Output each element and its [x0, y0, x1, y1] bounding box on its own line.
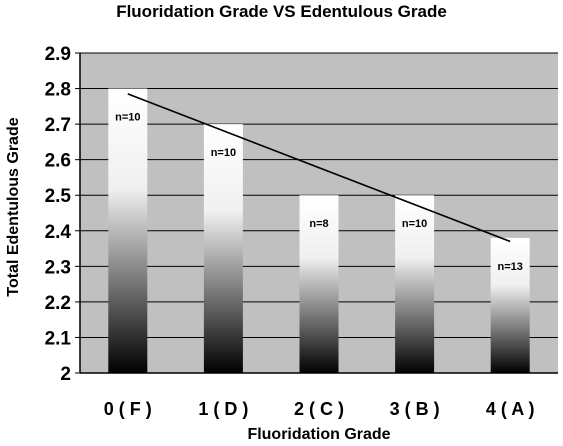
bar: [395, 195, 435, 373]
y-tick-label: 2.6: [45, 151, 71, 172]
y-tick-label: 2.4: [45, 222, 72, 243]
y-tick-label: 2.9: [45, 44, 71, 65]
bar: [490, 237, 530, 373]
bar: [299, 195, 339, 373]
y-tick-label: 2.3: [45, 257, 71, 278]
x-tick-label: 0 ( F ): [104, 399, 152, 419]
y-tick-label: 2.8: [45, 80, 71, 101]
y-tick-label: 2.1: [45, 328, 72, 349]
y-tick-label: 2.5: [45, 186, 72, 207]
bar-data-label: n=10: [211, 147, 236, 159]
bar: [108, 88, 148, 374]
bar-data-label: n=8: [309, 218, 328, 230]
y-tick-label: 2.2: [45, 293, 71, 314]
x-tick-label: 3 ( B ): [390, 399, 440, 419]
x-tick-label: 1 ( D ): [198, 399, 248, 419]
bar-data-label: n=10: [115, 112, 140, 124]
bar-data-label: n=13: [498, 261, 523, 273]
x-axis-title: Fluoridation Grade: [247, 426, 391, 443]
y-tick-label: 2.7: [45, 115, 71, 136]
y-tick-label: 2: [60, 364, 71, 385]
x-tick-label: 2 ( C ): [294, 399, 344, 419]
bar-data-label: n=10: [402, 218, 427, 230]
x-tick-label: 4 ( A ): [486, 399, 535, 419]
bar: [203, 124, 243, 373]
chart-title: Fluoridation Grade VS Edentulous Grade: [116, 2, 447, 21]
trendline: [127, 93, 511, 243]
